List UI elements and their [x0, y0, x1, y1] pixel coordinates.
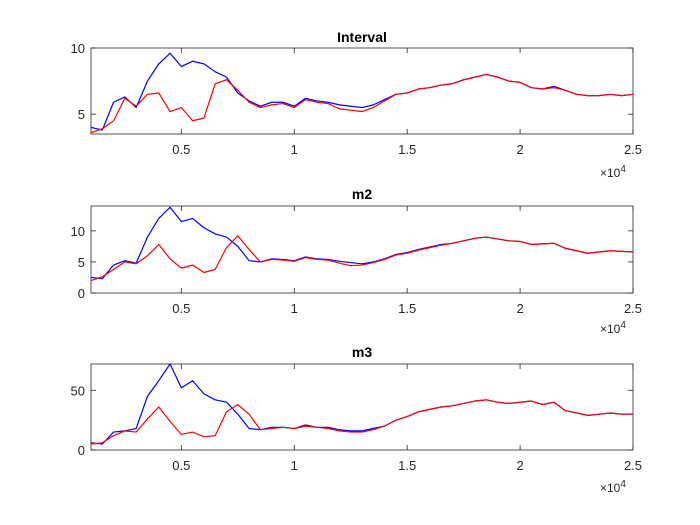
x-tick-label: 1.5 [398, 142, 416, 157]
x-exponent-label: ×104 [600, 164, 626, 180]
plot-area [90, 205, 634, 294]
subplot-title: m3 [352, 344, 372, 360]
y-tick-label: 50 [71, 383, 85, 398]
plot-area [90, 363, 634, 451]
x-exponent-base: ×10 [600, 166, 621, 180]
plot-area [90, 47, 634, 135]
subplot-title: Interval [337, 29, 387, 45]
x-tick-label: 1 [291, 301, 298, 316]
x-tick-label: 0.5 [172, 301, 190, 316]
y-tick-label: 5 [78, 107, 85, 122]
series-line-1 [90, 399, 633, 445]
x-tick-label: 1.5 [398, 301, 416, 316]
x-tick-label: 2 [516, 142, 523, 157]
x-tick-label: 2 [516, 458, 523, 473]
x-tick-label: 1 [291, 142, 298, 157]
series-line-1 [90, 235, 634, 282]
subplot-m3: m3 0.5 1 1.5 2 2.5 0 50 ×104 [71, 344, 643, 495]
ticks-layer: 0.5 1 1.5 2 2.5 0 5 10 [71, 206, 642, 316]
y-tick-label: 5 [78, 255, 85, 270]
x-exponent-label: ×104 [600, 320, 626, 336]
y-tick-label: 10 [71, 224, 85, 239]
x-tick-label: 0.5 [172, 458, 190, 473]
subplot-interval: Interval 0.5 1 1.5 2 2.5 5 10 ×104 [71, 29, 643, 180]
x-exponent-power: 4 [620, 479, 626, 490]
subplot-m2: m2 0.5 1 1.5 2 2.5 0 5 10 ×104 [71, 186, 643, 336]
x-tick-label: 0.5 [172, 142, 190, 157]
x-tick-label: 1 [291, 458, 298, 473]
x-tick-label: 2.5 [624, 301, 642, 316]
x-tick-label: 1.5 [398, 458, 416, 473]
series-layer [90, 206, 634, 282]
series-layer [90, 52, 634, 134]
series-line-1 [90, 73, 634, 134]
x-tick-label: 2.5 [624, 458, 642, 473]
y-tick-label: 0 [78, 443, 85, 458]
x-exponent-base: ×10 [600, 481, 621, 495]
x-tick-label: 2 [516, 301, 523, 316]
x-exponent-base: ×10 [600, 322, 621, 336]
y-tick-label: 0 [78, 286, 85, 301]
ticks-layer: 0.5 1 1.5 2 2.5 5 10 [71, 41, 643, 157]
x-exponent-label: ×104 [600, 479, 626, 495]
x-exponent-power: 4 [620, 164, 626, 175]
subplot-title: m2 [352, 186, 372, 202]
y-tick-label: 10 [71, 41, 85, 56]
ticks-layer: 0.5 1 1.5 2 2.5 0 50 [71, 364, 642, 473]
x-tick-label: 2.5 [624, 142, 642, 157]
x-exponent-power: 4 [620, 320, 626, 331]
series-layer [90, 363, 633, 445]
